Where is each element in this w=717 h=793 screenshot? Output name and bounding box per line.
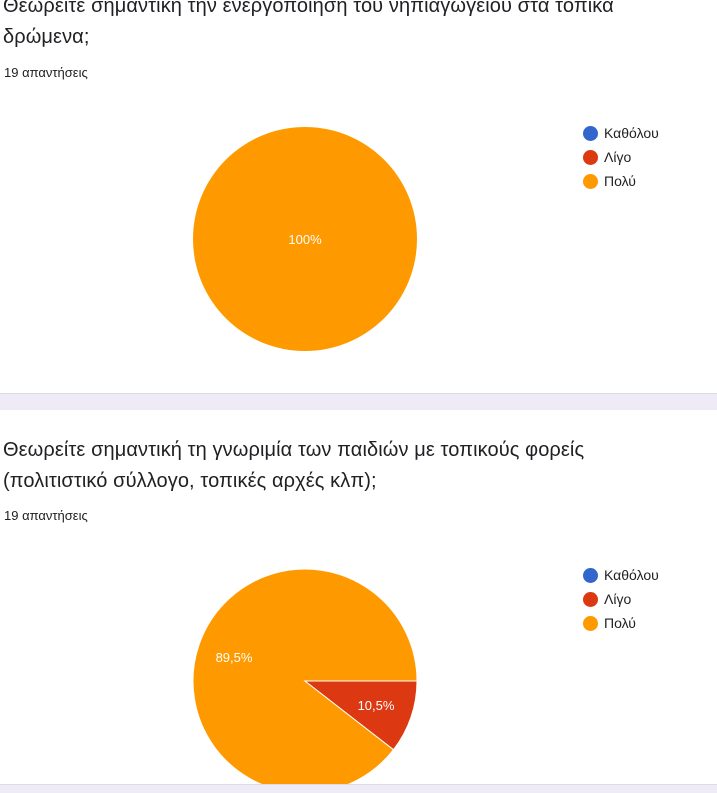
response-count: 19 απαντήσεις bbox=[4, 508, 88, 523]
legend-item-katholou[interactable]: Καθόλου bbox=[583, 563, 659, 587]
card-separator bbox=[0, 784, 717, 793]
response-count: 19 απαντήσεις bbox=[4, 65, 88, 80]
chart-legend: Καθόλου Λίγο Πολύ bbox=[583, 563, 659, 635]
legend-label: Καθόλου bbox=[604, 125, 659, 141]
question-title: Θεωρείτε σημαντική την ενεργοποίηση του … bbox=[3, 0, 614, 48]
card-separator bbox=[0, 393, 717, 411]
legend-item-katholou[interactable]: Καθόλου bbox=[583, 121, 659, 145]
legend-dot-icon bbox=[583, 149, 598, 165]
legend-item-ligo[interactable]: Λίγο bbox=[583, 587, 659, 611]
legend-label: Πολύ bbox=[604, 615, 636, 631]
legend-item-ligo[interactable]: Λίγο bbox=[583, 145, 659, 169]
pie-chart: 89,5% 10,5% bbox=[192, 568, 418, 785]
legend-label: Πολύ bbox=[604, 173, 636, 189]
legend-label: Λίγο bbox=[604, 591, 632, 607]
legend-item-poly[interactable]: Πολύ bbox=[583, 611, 659, 635]
chart-legend: Καθόλου Λίγο Πολύ bbox=[583, 121, 659, 193]
question-card-1: Θεωρείτε σημαντική την ενεργοποίηση του … bbox=[0, 0, 717, 394]
legend-dot-icon bbox=[583, 125, 598, 141]
legend-item-poly[interactable]: Πολύ bbox=[583, 169, 659, 193]
legend-dot-icon bbox=[583, 173, 598, 189]
legend-label: Καθόλου bbox=[604, 567, 659, 583]
legend-dot-icon bbox=[583, 591, 598, 607]
slice-label: 89,5% bbox=[216, 650, 253, 665]
pie-slice-poly[interactable] bbox=[193, 127, 417, 351]
pie-chart: 100% bbox=[193, 127, 417, 351]
question-title: Θεωρείτε σημαντική τη γνωριμία των παιδι… bbox=[3, 439, 585, 492]
pie-slice-ligo[interactable] bbox=[303, 680, 418, 751]
legend-dot-icon bbox=[583, 567, 598, 583]
slice-label: 100% bbox=[288, 232, 322, 247]
pie-slice-poly[interactable] bbox=[192, 568, 418, 785]
legend-label: Λίγο bbox=[604, 149, 632, 165]
question-card-2: Θεωρείτε σημαντική τη γνωριμία των παιδι… bbox=[0, 410, 717, 785]
slice-label: 10,5% bbox=[358, 698, 395, 713]
legend-dot-icon bbox=[583, 615, 598, 631]
